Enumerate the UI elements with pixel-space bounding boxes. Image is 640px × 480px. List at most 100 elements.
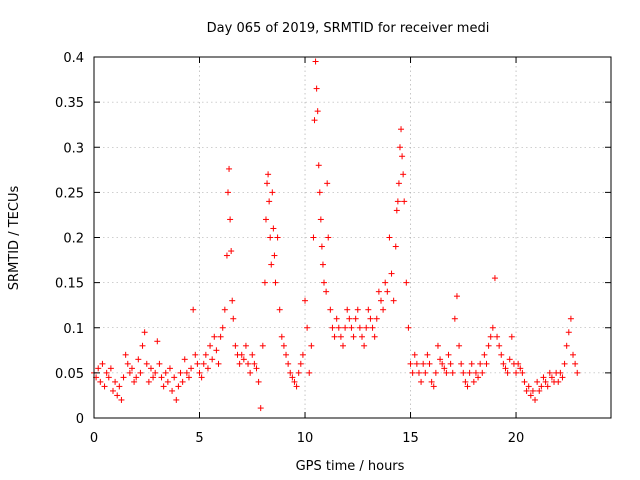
x-tick-label: 20 [508, 431, 525, 446]
data-point [532, 396, 539, 403]
data-point [548, 374, 555, 381]
data-point [311, 117, 318, 124]
data-point [293, 383, 300, 390]
data-point [500, 360, 507, 367]
data-point [449, 369, 456, 376]
data-point [371, 333, 378, 340]
data-point [453, 293, 460, 300]
data-point [226, 165, 233, 172]
data-point [517, 365, 524, 372]
data-point [217, 333, 224, 340]
data-point [99, 360, 106, 367]
data-point [266, 198, 273, 205]
data-point [513, 369, 520, 376]
y-tick-label: 0.2 [63, 232, 84, 247]
data-point [289, 374, 296, 381]
data-point [367, 315, 374, 322]
data-point [124, 360, 131, 367]
data-point [238, 351, 245, 358]
data-point [302, 297, 309, 304]
data-point [546, 369, 553, 376]
data-point [559, 374, 566, 381]
data-point [411, 351, 418, 358]
data-point [213, 347, 220, 354]
data-point [166, 365, 173, 372]
data-point [236, 360, 243, 367]
chart-title: Day 065 of 2019, SRMTID for receiver med… [207, 21, 490, 36]
data-point [274, 234, 281, 241]
data-point [373, 315, 380, 322]
data-point [382, 279, 389, 286]
data-point [456, 342, 463, 349]
data-point [271, 252, 278, 259]
data-point [310, 234, 317, 241]
data-point [335, 324, 342, 331]
data-point [135, 356, 142, 363]
data-point [418, 378, 425, 385]
data-point [158, 374, 165, 381]
data-point [369, 324, 376, 331]
data-point [324, 180, 331, 187]
data-point [420, 360, 427, 367]
data-point [377, 297, 384, 304]
data-point [555, 378, 562, 385]
data-point [156, 360, 163, 367]
data-point [141, 329, 148, 336]
data-point [393, 207, 400, 214]
data-point [487, 333, 494, 340]
data-point [147, 365, 154, 372]
data-point [209, 356, 216, 363]
data-point [432, 369, 439, 376]
data-point [346, 315, 353, 322]
data-point [232, 342, 239, 349]
data-point [348, 324, 355, 331]
data-point [462, 378, 469, 385]
x-tick-label: 15 [402, 431, 419, 446]
data-point [331, 333, 338, 340]
data-point [352, 315, 359, 322]
data-point [466, 369, 473, 376]
data-point [283, 351, 290, 358]
x-tick-label: 0 [90, 431, 98, 446]
data-point [227, 216, 234, 223]
data-point [317, 216, 324, 223]
data-point [272, 279, 279, 286]
data-point [179, 378, 186, 385]
data-point [563, 342, 570, 349]
y-tick-label: 0.4 [63, 51, 84, 66]
data-point [299, 351, 306, 358]
data-point [396, 144, 403, 151]
data-point [267, 234, 274, 241]
data-point [422, 369, 429, 376]
data-point [521, 378, 528, 385]
data-point [211, 333, 218, 340]
data-point [297, 360, 304, 367]
data-point [544, 383, 551, 390]
data-point [276, 306, 283, 313]
y-axis-label: SRMTID / TECUs [7, 186, 22, 291]
data-point [215, 360, 222, 367]
data-point [251, 360, 258, 367]
data-point [97, 378, 104, 385]
data-point [409, 369, 416, 376]
data-point [390, 297, 397, 304]
data-point [342, 324, 349, 331]
data-point [327, 306, 334, 313]
data-point [413, 360, 420, 367]
data-point [534, 378, 541, 385]
data-point [181, 356, 188, 363]
data-point [525, 383, 532, 390]
data-point [207, 342, 214, 349]
data-point [177, 369, 184, 376]
data-point [325, 234, 332, 241]
x-tick-label: 10 [297, 431, 314, 446]
data-point [171, 374, 178, 381]
data-point [380, 306, 387, 313]
data-point [219, 324, 226, 331]
data-point [443, 369, 450, 376]
data-point [190, 306, 197, 313]
y-tick-label: 0.1 [63, 322, 84, 337]
y-tick-label: 0.05 [55, 367, 84, 382]
data-point [255, 378, 262, 385]
data-point [131, 378, 138, 385]
